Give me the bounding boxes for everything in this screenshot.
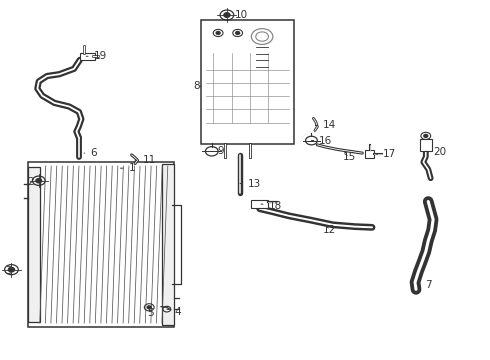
Circle shape <box>8 267 15 272</box>
Text: 17: 17 <box>376 149 396 159</box>
Text: 18: 18 <box>261 201 282 211</box>
Text: 12: 12 <box>323 225 337 235</box>
Text: 14: 14 <box>316 121 337 130</box>
Circle shape <box>236 32 240 35</box>
Text: 4: 4 <box>167 307 181 316</box>
Text: 10: 10 <box>227 10 248 20</box>
Text: 13: 13 <box>240 179 261 189</box>
Text: 5: 5 <box>147 307 154 318</box>
Circle shape <box>224 13 230 17</box>
Bar <box>27 162 174 327</box>
Circle shape <box>36 179 42 183</box>
Text: 16: 16 <box>312 136 333 145</box>
Text: 6: 6 <box>84 148 97 158</box>
Circle shape <box>216 32 220 35</box>
Text: 8: 8 <box>194 81 201 91</box>
Bar <box>420 139 432 151</box>
Bar <box>27 167 40 321</box>
Bar <box>251 200 269 208</box>
Text: 9: 9 <box>212 146 224 156</box>
Circle shape <box>147 306 151 309</box>
Text: 1: 1 <box>121 163 135 173</box>
Bar <box>80 53 95 60</box>
Bar <box>162 164 174 325</box>
Text: 15: 15 <box>343 152 356 162</box>
Circle shape <box>424 134 428 137</box>
Text: 2: 2 <box>27 177 39 187</box>
Text: 3: 3 <box>5 266 12 276</box>
Text: 20: 20 <box>426 147 447 157</box>
Bar <box>365 150 374 158</box>
Text: 11: 11 <box>135 155 156 165</box>
Text: 19: 19 <box>86 51 107 61</box>
Bar <box>201 21 294 144</box>
Text: 7: 7 <box>417 280 431 290</box>
